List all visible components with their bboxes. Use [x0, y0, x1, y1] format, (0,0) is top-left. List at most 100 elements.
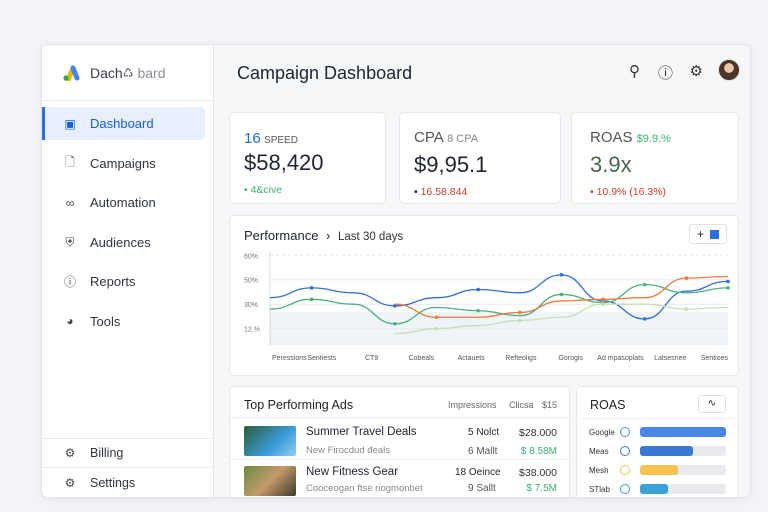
data-point [434, 315, 439, 320]
trend-icon[interactable]: ∿ [698, 395, 726, 413]
data-point [518, 310, 522, 315]
sidebar-item-billing[interactable]: ⚙ Billing [42, 439, 213, 468]
x-tick-label: Cobeals [408, 355, 434, 362]
document-icon: 🗋 [65, 154, 75, 169]
roas-bar-fill [640, 484, 669, 494]
roas-label: Mesh [589, 466, 609, 475]
info-icon[interactable]: ⓘ [657, 65, 673, 82]
avatar[interactable] [718, 59, 740, 81]
performance-card: Performance › Last 30 days + 60% 50% 30% 12… [229, 215, 739, 376]
roas-bar-fill [640, 427, 726, 437]
kpi-label-extra: $9.9.% [636, 133, 671, 145]
kpi-label: SPEED [264, 135, 298, 146]
data-point [309, 297, 314, 302]
logo-text: Dach [90, 64, 123, 81]
automation-icon: ∞ [65, 195, 75, 210]
search-icon[interactable]: ⚲ [629, 63, 640, 80]
sidebar-item-campaigns[interactable]: 🗋 Campaigns [42, 147, 205, 180]
data-point [393, 321, 397, 326]
roas-label: Google [589, 428, 615, 437]
kpi-accent: 16 [244, 130, 261, 147]
header: Campaign Dashboard ⚲ ⓘ ⚙ [214, 45, 750, 101]
ad-value: $38.000 [519, 467, 557, 479]
toggle-icon[interactable] [710, 229, 719, 239]
sidebar-item-automation[interactable]: ∞ Automation [42, 186, 205, 219]
gear-icon: ⚙ [64, 446, 76, 460]
x-tick-label: Ad mpasoplats [597, 355, 644, 362]
ad-clicks: 9 Sallt [468, 483, 496, 494]
data-point [559, 273, 564, 277]
data-point [642, 317, 647, 321]
shield-icon: ⛨ [65, 234, 75, 249]
column-header: Impressions [448, 400, 497, 410]
chevron-right-icon: › [326, 228, 331, 243]
sidebar-item-settings[interactable]: ⚙ Settings [42, 468, 213, 497]
x-tick-label: Refteoligs [505, 355, 537, 362]
ad-value-2: $ 7.5M [526, 483, 557, 494]
top-ads-title: Top Performing Ads [244, 398, 354, 412]
performance-chart: 60% 50% 30% 12.% Peressions Sentiests CT9 Cobea… [244, 252, 730, 362]
ad-impressions: 5 Nolct [468, 427, 500, 438]
sidebar-item-label: Reports [90, 274, 136, 289]
performance-title: Performance [244, 228, 319, 243]
sidebar-item-reports[interactable]: ⓘ Reports [42, 265, 205, 298]
y-tick-label: 60% [244, 253, 258, 260]
table-row[interactable]: New Fitness Gear Cooceogan ftse nogmonbe… [230, 459, 569, 497]
data-point [726, 279, 730, 284]
kpi-label: CPA [414, 129, 443, 146]
add-icon[interactable]: + [696, 227, 704, 241]
sidebar-item-audiences[interactable]: ⛨ Audiences [42, 226, 205, 259]
page-title: Campaign Dashboard [237, 62, 413, 83]
x-tick-label: Peressions [272, 355, 307, 362]
roas-bar-fill [640, 446, 694, 456]
y-tick-label: 50% [244, 278, 258, 285]
x-tick-label: Actauets [457, 355, 485, 362]
roas-title: ROAS [590, 398, 626, 412]
sidebar-item-label: Automation [90, 195, 156, 210]
ad-thumbnail [244, 426, 296, 456]
sidebar-item-label: Settings [90, 475, 136, 490]
data-point [684, 307, 689, 311]
date-range[interactable]: Last 30 days [338, 231, 404, 243]
series-line [394, 303, 729, 335]
channel-icon [620, 427, 630, 437]
x-tick-label: Sentioes [701, 355, 729, 362]
channel-icon [620, 465, 630, 475]
kpi-value: $58,420 [244, 150, 324, 175]
column-header: $15 [542, 400, 558, 410]
data-point [393, 304, 397, 308]
gear-icon[interactable]: ⚙ [689, 63, 703, 80]
sidebar: Dach ♺ bard ▣ Dashboard 🗋 Campaigns ∞ Autom… [42, 45, 214, 497]
sidebar-item-dashboard[interactable]: ▣ Dashboard [42, 107, 205, 140]
column-header: Clicsa [509, 400, 534, 410]
logo-text-2: bard [137, 64, 166, 81]
sidebar-item-label: Audiences [90, 234, 151, 250]
gear-icon: ⚙ [64, 475, 76, 490]
x-tick-label: Sentiests [307, 355, 336, 362]
roas-bar [640, 446, 726, 456]
data-point [476, 287, 480, 292]
sidebar-item-label: Campaigns [90, 155, 156, 171]
x-tick-label: Latsesnee [654, 355, 686, 362]
kpi-delta: 16.58.844 [420, 186, 468, 198]
series-line [394, 275, 729, 318]
roas-label: Meas [589, 447, 609, 456]
kpi-value: 3.9x [590, 152, 632, 177]
ad-subtitle: New Firocdud đeals [306, 445, 390, 456]
dashboard-icon: ▣ [64, 116, 76, 131]
x-tick-label: Gorogis [558, 355, 583, 362]
tools-icon: ◕ [66, 314, 74, 328]
app-window: Dach ♺ bard ▣ Dashboard 🗋 Campaigns ∞ Autom… [41, 44, 751, 498]
sidebar-item-tools[interactable]: ◕ Tools [42, 305, 205, 338]
reports-icon: ⓘ [63, 275, 76, 289]
roas-card: ROAS ∿ Google Meas Mesh STlab [576, 386, 739, 497]
y-tick-label: 12.% [244, 327, 260, 334]
sidebar-item-label: Billing [90, 446, 124, 460]
kpi-value: $9,95.1 [414, 152, 488, 177]
x-tick-label: CT9 [365, 355, 378, 362]
data-point [601, 302, 605, 307]
ad-thumbnail [244, 466, 296, 496]
table-row[interactable]: Summer Travel Deals New Firocdud đeals 5… [230, 417, 569, 463]
data-point [518, 318, 522, 323]
roas-bar-fill [640, 465, 678, 475]
